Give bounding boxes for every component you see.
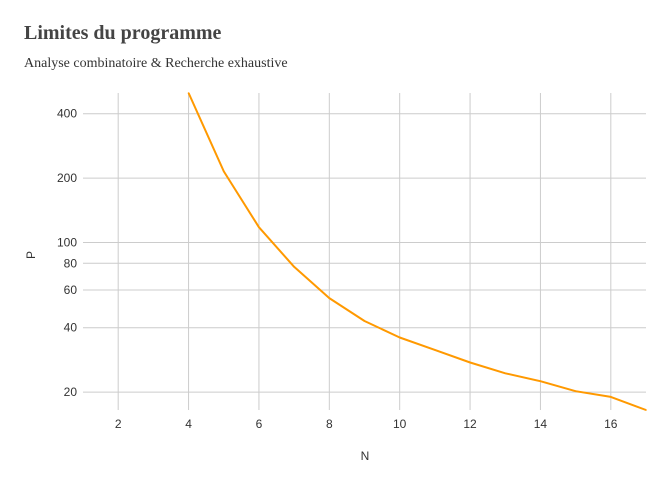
x-tick-label: 6	[256, 417, 263, 431]
y-tick-label: 400	[57, 107, 77, 121]
y-tick-label: 80	[64, 256, 78, 270]
data-point	[610, 396, 612, 398]
data-point	[504, 372, 507, 375]
x-tick-label: 4	[185, 417, 192, 431]
y-tick-label: 60	[64, 283, 78, 297]
y-axis-label: P	[24, 251, 38, 259]
chart-subtitle: Analyse combinatoire & Recherche exhaust…	[24, 56, 288, 71]
data-point	[293, 266, 295, 268]
data-point	[434, 349, 436, 351]
chart-title: Limites du programme	[24, 22, 222, 44]
y-tick-label: 200	[57, 171, 77, 185]
x-tick-label: 16	[604, 417, 618, 431]
x-tick-label: 8	[326, 417, 333, 431]
data-point	[363, 320, 366, 322]
data-point	[258, 226, 260, 228]
data-point	[328, 297, 331, 299]
series-line	[187, 92, 647, 411]
data-point	[187, 92, 190, 94]
y-tick-label: 40	[64, 321, 78, 335]
x-tick-label: 12	[463, 417, 477, 431]
y-tick-label: 20	[64, 385, 78, 399]
data-point	[574, 390, 577, 392]
data-point	[539, 380, 542, 382]
data-point	[645, 409, 647, 411]
x-tick-label: 14	[534, 417, 548, 431]
data-point	[222, 170, 225, 173]
y-tick-label: 100	[57, 236, 77, 250]
x-tick-label: 10	[393, 417, 407, 431]
data-point	[398, 336, 401, 339]
data-point	[469, 361, 471, 364]
x-tick-label: 2	[115, 417, 122, 431]
x-axis-label: N	[361, 449, 370, 463]
